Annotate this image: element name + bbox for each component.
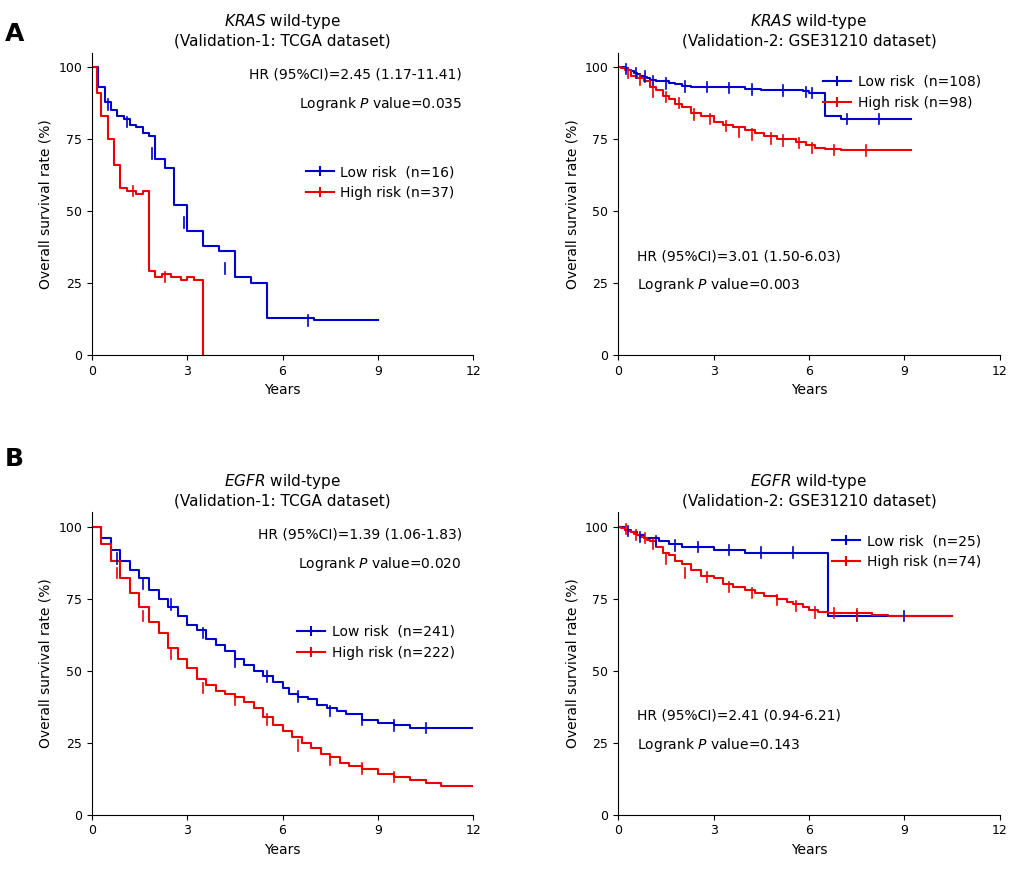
Y-axis label: Overall survival rate (%): Overall survival rate (%) [565, 578, 579, 748]
Y-axis label: Overall survival rate (%): Overall survival rate (%) [39, 119, 53, 289]
Text: Logrank $\it{P}$ value=0.143: Logrank $\it{P}$ value=0.143 [637, 736, 800, 754]
X-axis label: Years: Years [790, 384, 826, 398]
Y-axis label: Overall survival rate (%): Overall survival rate (%) [565, 119, 579, 289]
Title: $\it{KRAS}$ wild-type
(Validation-1: TCGA dataset): $\it{KRAS}$ wild-type (Validation-1: TCG… [174, 12, 390, 48]
Legend: Low risk  (n=16), High risk (n=37): Low risk (n=16), High risk (n=37) [306, 166, 454, 200]
Legend: Low risk  (n=25), High risk (n=74): Low risk (n=25), High risk (n=74) [832, 534, 980, 569]
Text: HR (95%CI)=2.41 (0.94-6.21): HR (95%CI)=2.41 (0.94-6.21) [637, 709, 841, 723]
Y-axis label: Overall survival rate (%): Overall survival rate (%) [39, 578, 53, 748]
Text: A: A [5, 22, 24, 46]
Text: HR (95%CI)=2.45 (1.17-11.41): HR (95%CI)=2.45 (1.17-11.41) [249, 67, 462, 81]
Legend: Low risk  (n=108), High risk (n=98): Low risk (n=108), High risk (n=98) [822, 74, 980, 110]
Text: B: B [5, 447, 24, 470]
X-axis label: Years: Years [264, 843, 301, 857]
Text: Logrank $\it{P}$ value=0.003: Logrank $\it{P}$ value=0.003 [637, 276, 800, 294]
Text: HR (95%CI)=3.01 (1.50-6.03): HR (95%CI)=3.01 (1.50-6.03) [637, 249, 841, 263]
Title: $\it{EGFR}$ wild-type
(Validation-2: GSE31210 dataset): $\it{EGFR}$ wild-type (Validation-2: GSE… [681, 472, 935, 508]
Text: Logrank $\it{P}$ value=0.020: Logrank $\it{P}$ value=0.020 [298, 555, 462, 573]
Text: HR (95%CI)=1.39 (1.06-1.83): HR (95%CI)=1.39 (1.06-1.83) [258, 527, 462, 541]
Legend: Low risk  (n=241), High risk (n=222): Low risk (n=241), High risk (n=222) [297, 625, 454, 660]
X-axis label: Years: Years [790, 843, 826, 857]
Title: $\it{KRAS}$ wild-type
(Validation-2: GSE31210 dataset): $\it{KRAS}$ wild-type (Validation-2: GSE… [681, 12, 935, 48]
Text: Logrank $\it{P}$ value=0.035: Logrank $\it{P}$ value=0.035 [299, 95, 462, 113]
X-axis label: Years: Years [264, 384, 301, 398]
Title: $\it{EGFR}$ wild-type
(Validation-1: TCGA dataset): $\it{EGFR}$ wild-type (Validation-1: TCG… [174, 472, 390, 508]
